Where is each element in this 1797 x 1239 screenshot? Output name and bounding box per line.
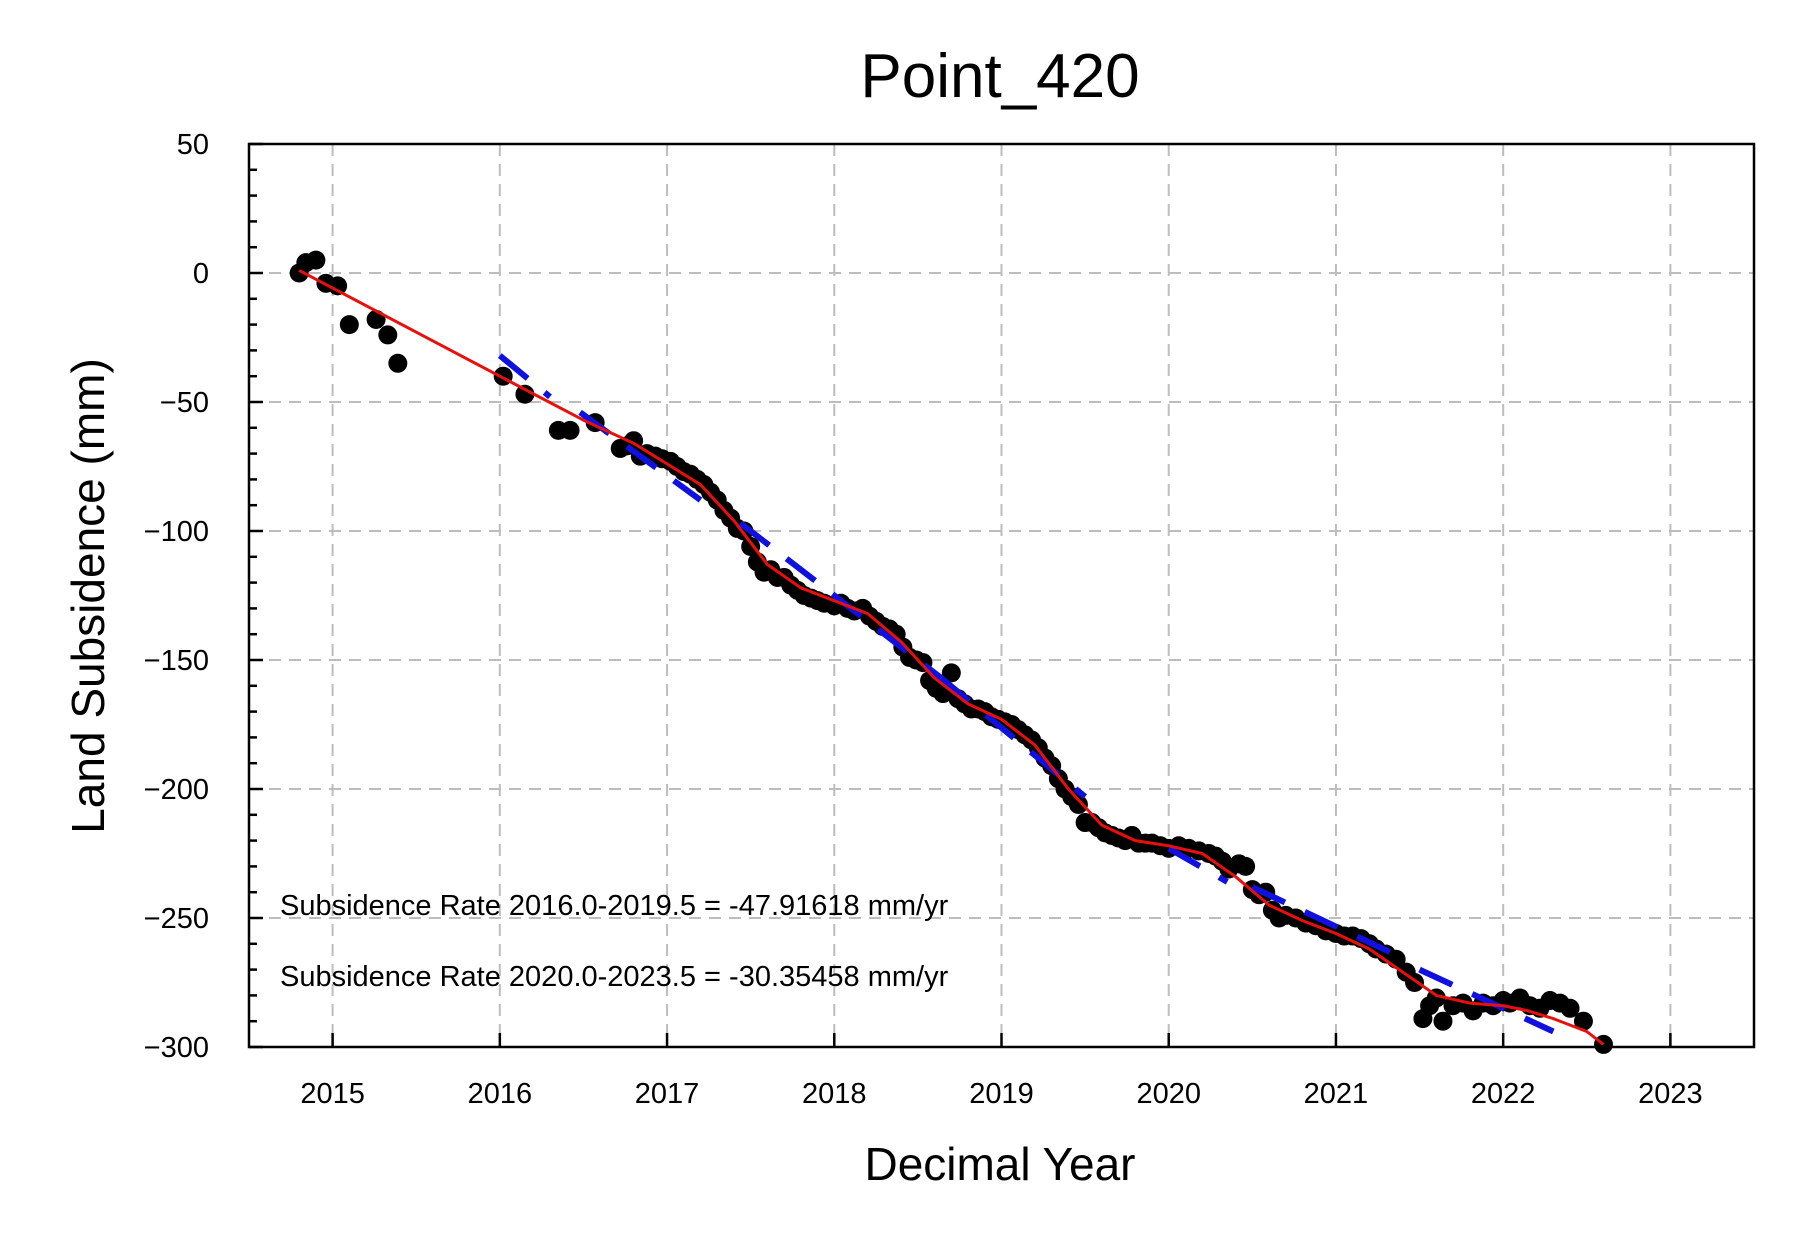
data-point: [1068, 794, 1088, 814]
x-tick-label: 2016: [468, 1078, 533, 1110]
axis-tick-labels: 2015 2016 2017 2018 2019 2020 2021 2022 2023 50 0 −…: [144, 129, 1703, 1110]
y-tick-label: 50: [177, 129, 209, 161]
x-axis-label: Decimal Year: [864, 1138, 1135, 1190]
y-axis-label: Land Subsidence (mm): [62, 358, 114, 834]
axis-ticks: [249, 142, 1672, 1049]
chart-title: Point_420: [860, 42, 1139, 111]
x-tick-label: 2019: [969, 1078, 1034, 1110]
y-tick-label: −300: [144, 1032, 209, 1064]
data-point: [378, 325, 398, 345]
y-tick-label: −100: [144, 516, 209, 548]
x-tick-label: 2023: [1638, 1078, 1703, 1110]
data-point: [1573, 1011, 1593, 1031]
data-point: [560, 420, 580, 440]
data-point: [515, 384, 535, 404]
data-point: [339, 315, 359, 335]
x-tick-label: 2018: [802, 1078, 867, 1110]
rate-fit-line: [1251, 884, 1396, 957]
rate-fit-line: [939, 675, 1088, 800]
rate-fit-line: [1418, 966, 1555, 1035]
plot-area: [289, 250, 1613, 1054]
rate-fit-line: [738, 520, 944, 681]
x-tick-label: 2017: [635, 1078, 700, 1110]
y-tick-label: −250: [144, 903, 209, 935]
y-tick-label: −200: [144, 774, 209, 806]
y-tick-label: 0: [193, 258, 209, 290]
annotation-rate-1: Subsidence Rate 2016.0-2019.5 = -47.9161…: [280, 890, 949, 922]
annotation-rate-2: Subsidence Rate 2020.0-2023.5 = -30.3545…: [280, 961, 949, 993]
x-tick-label: 2020: [1136, 1078, 1201, 1110]
data-point: [941, 663, 961, 683]
data-point: [306, 250, 326, 270]
x-tick-label: 2015: [300, 1078, 365, 1110]
x-tick-label: 2021: [1304, 1078, 1369, 1110]
y-tick-label: −50: [160, 387, 209, 419]
y-tick-label: −150: [144, 645, 209, 677]
data-point: [1560, 998, 1580, 1018]
data-point: [328, 276, 348, 296]
rate-fit-line: [1167, 845, 1229, 885]
x-tick-label: 2022: [1471, 1078, 1536, 1110]
data-point: [1236, 856, 1256, 876]
smooth-fit-line: [298, 269, 1605, 1046]
data-point: [1433, 1011, 1453, 1031]
data-point: [388, 353, 408, 373]
rate-fit-line: [497, 353, 552, 400]
